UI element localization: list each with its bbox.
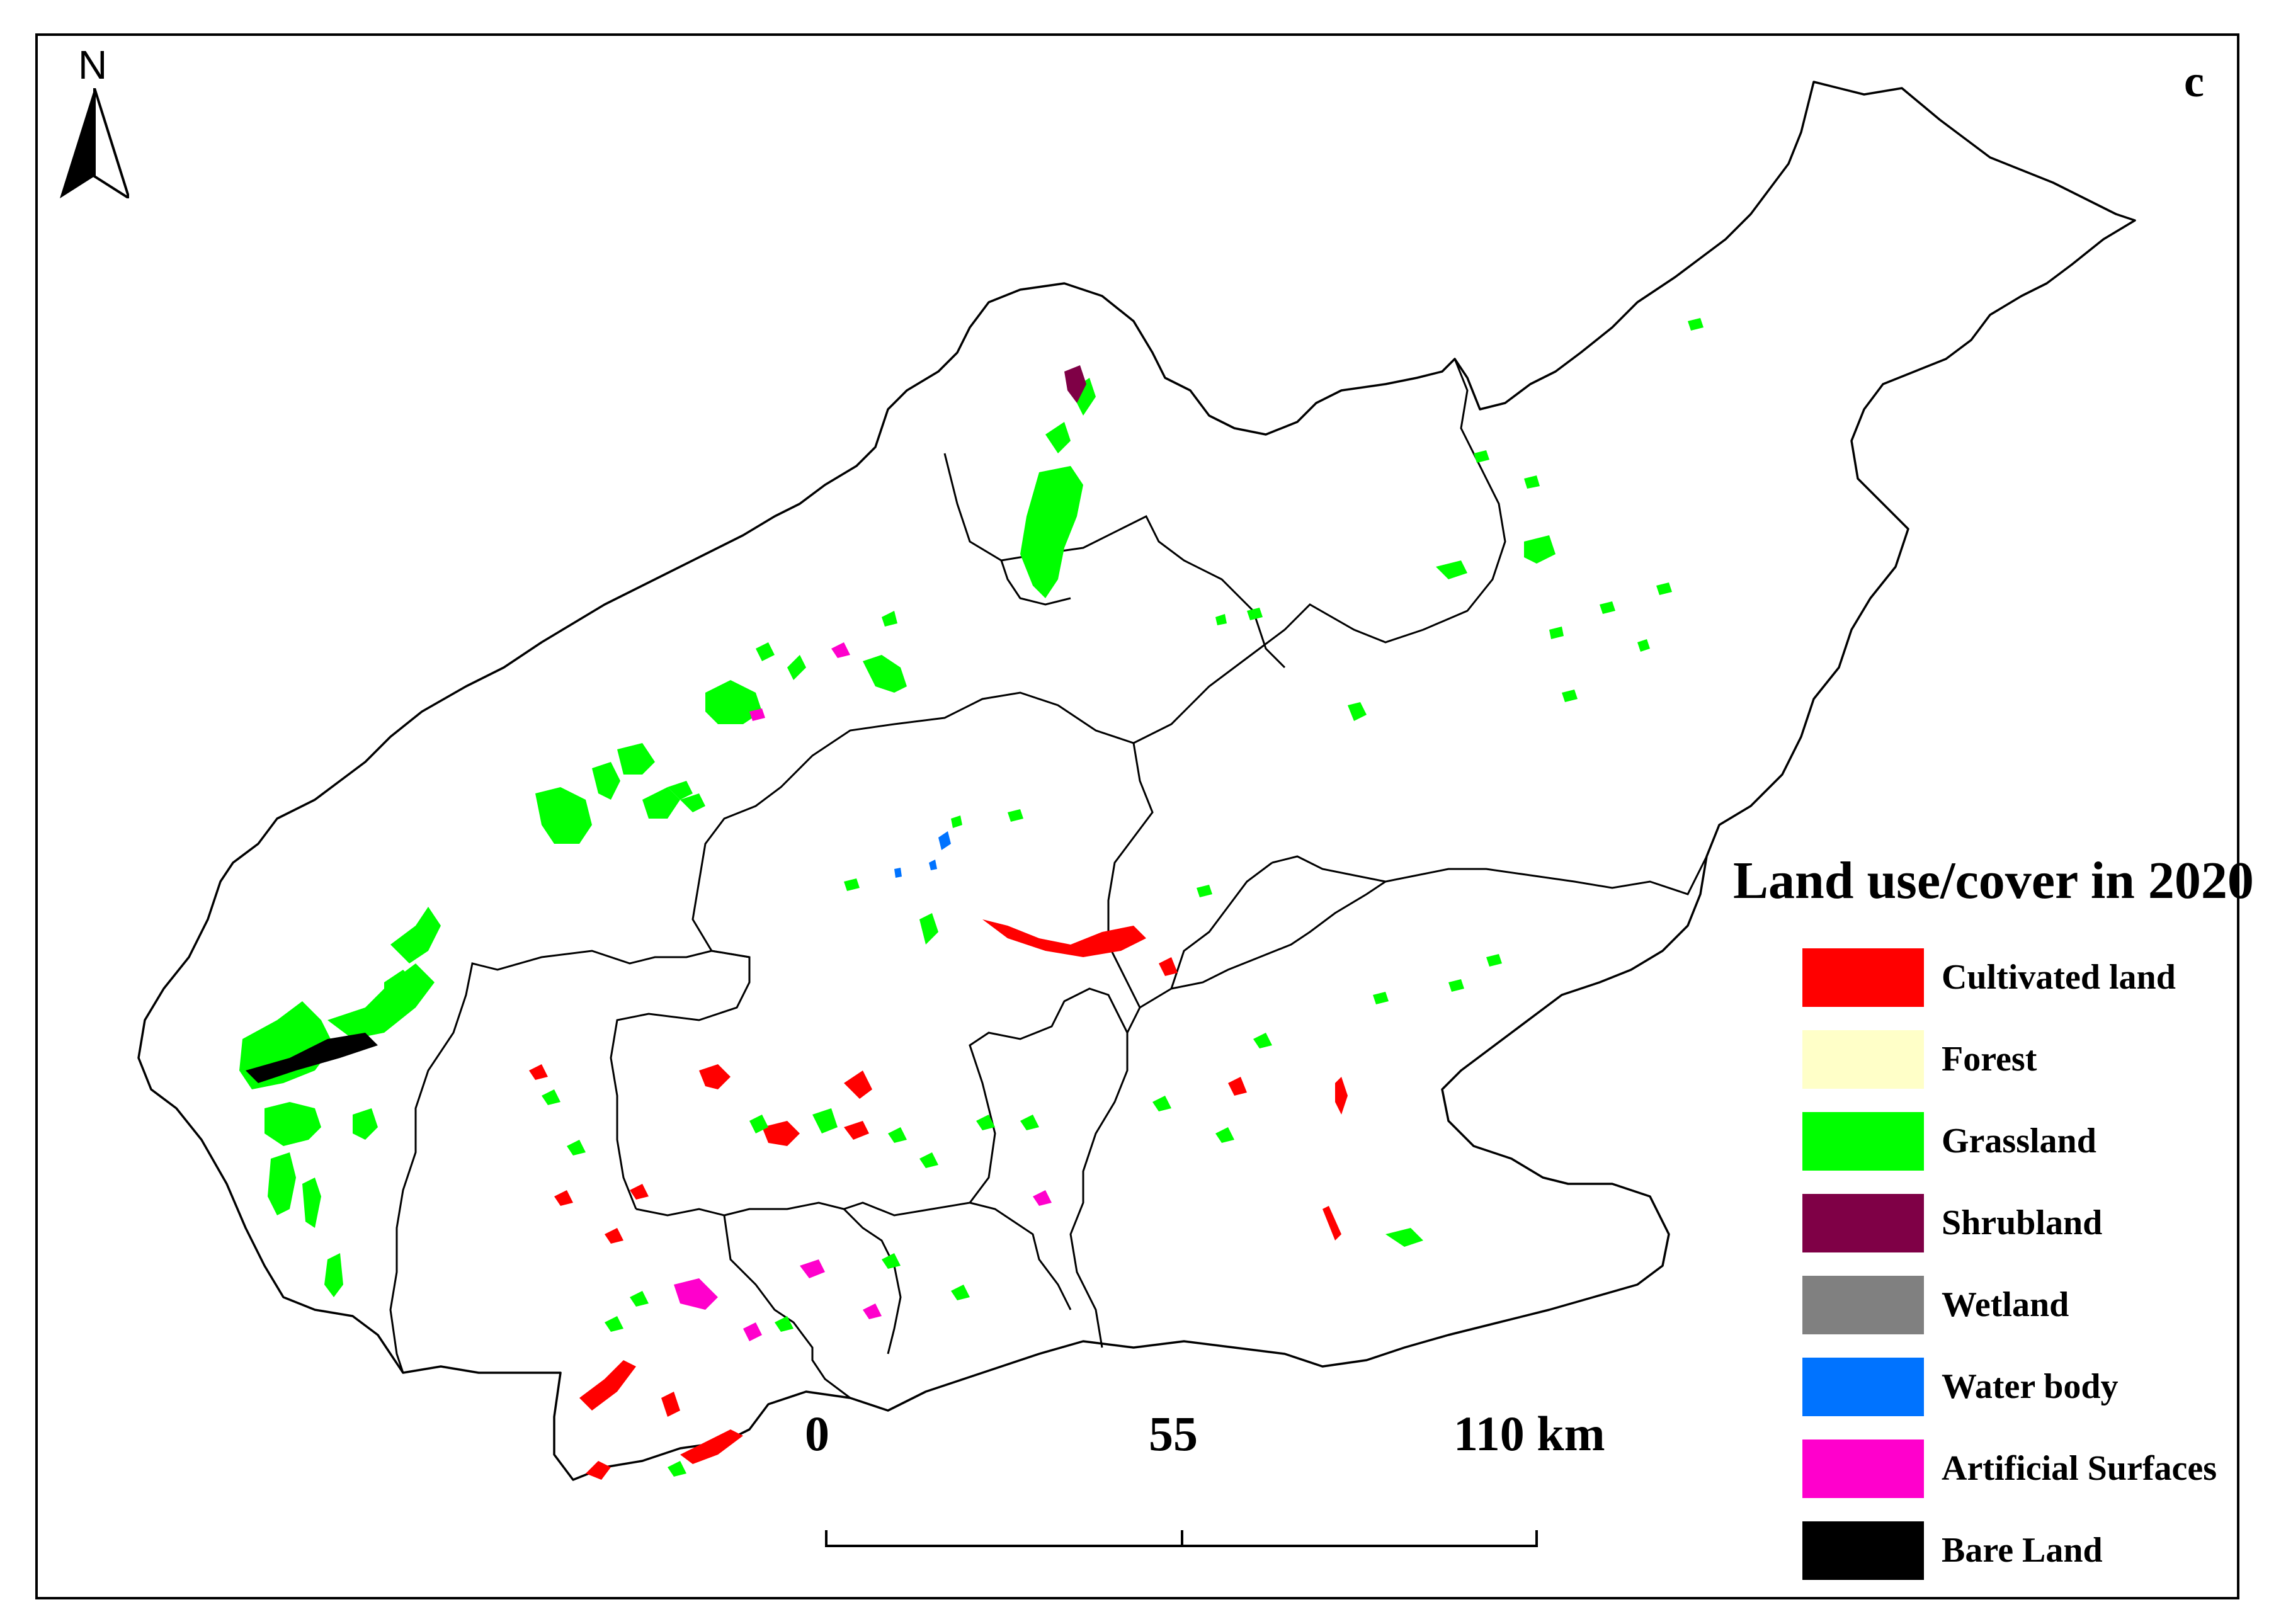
- legend-label: Artificial Surfaces: [1942, 1449, 2217, 1488]
- legend-label: Forest: [1942, 1040, 2037, 1079]
- legend-items: Cultivated land Forest Grassland Shrubland W…: [1733, 936, 2262, 1591]
- legend-swatch: [1802, 1521, 1924, 1580]
- land-cover-patches: [239, 318, 1704, 1480]
- legend-swatch: [1802, 948, 1924, 1007]
- region-boundary: [137, 81, 2136, 1481]
- scale-label-110: 110 km: [1453, 1406, 1605, 1461]
- legend-label: Water body: [1942, 1367, 2119, 1406]
- legend-item: Forest: [1733, 1018, 2262, 1100]
- legend-label: Shrubland: [1942, 1203, 2103, 1242]
- legend-item: Water body: [1733, 1346, 2262, 1428]
- legend: Land use/cover in 2020 Cultivated land Fo…: [1733, 850, 2262, 1591]
- legend-item: Cultivated land: [1733, 936, 2262, 1018]
- map-frame: [35, 33, 2239, 1599]
- legend-swatch: [1802, 1275, 1924, 1334]
- scale-label-55: 55: [1149, 1406, 1198, 1461]
- legend-label: Grassland: [1942, 1121, 2096, 1161]
- legend-swatch: [1802, 1193, 1924, 1252]
- internal-boundaries: [389, 358, 1708, 1399]
- panel-letter: c: [2184, 56, 2204, 106]
- legend-swatch: [1802, 1030, 1924, 1089]
- legend-title: Land use/cover in 2020: [1733, 851, 2254, 910]
- scale-bar: 0 55 110 km: [805, 1406, 1605, 1549]
- legend-item: Shrubland: [1733, 1182, 2262, 1264]
- legend-label: Bare Land: [1942, 1531, 2103, 1570]
- legend-label: Wetland: [1942, 1285, 2069, 1324]
- legend-item: Grassland: [1733, 1100, 2262, 1182]
- legend-swatch: [1802, 1439, 1924, 1498]
- north-label: N: [78, 42, 108, 88]
- scale-label-0: 0: [805, 1406, 829, 1461]
- legend-swatch: [1802, 1111, 1924, 1171]
- north-arrow-icon: [60, 88, 129, 198]
- scale-bar-line: [825, 1530, 1538, 1547]
- legend-swatch: [1802, 1357, 1924, 1416]
- legend-item: Artificial Surfaces: [1733, 1428, 2262, 1509]
- legend-label: Cultivated land: [1942, 958, 2176, 997]
- legend-item: Wetland: [1733, 1264, 2262, 1346]
- legend-item: Bare Land: [1733, 1509, 2262, 1591]
